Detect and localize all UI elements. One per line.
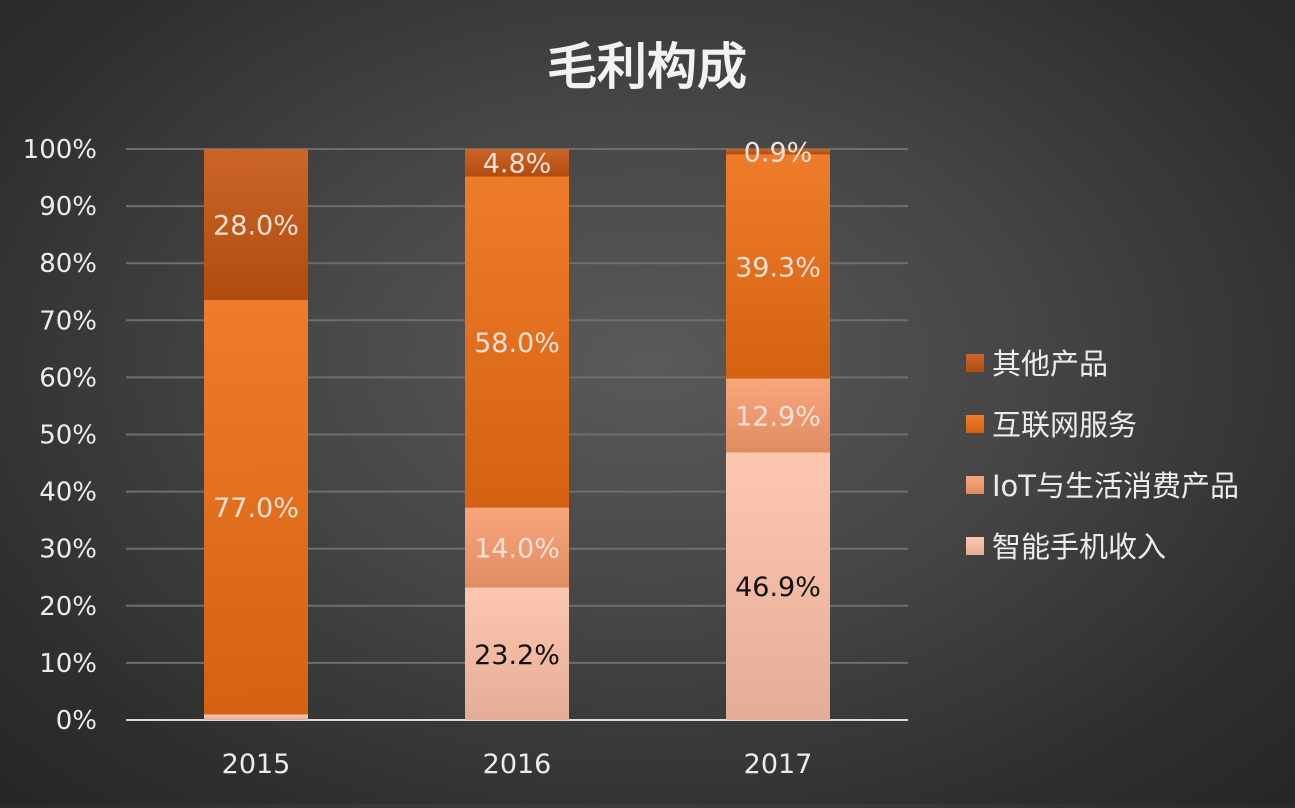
y-tick-label: 50% (39, 421, 97, 451)
bar-segment (726, 154, 830, 379)
y-tick-label: 90% (39, 192, 97, 222)
bars (204, 149, 830, 720)
bar-segment (465, 587, 569, 720)
legend-swatch (966, 476, 984, 494)
y-tick-label: 0% (56, 706, 97, 736)
data-label: 58.0% (474, 328, 560, 359)
legend-swatch (966, 354, 984, 372)
data-labels: 77.0% 28.0% 23.2% 14.0% 58.0% 4.8% 46.9% 12.9% 3… (213, 138, 821, 671)
y-tick-label: 100% (23, 135, 97, 165)
data-label: 12.9% (735, 401, 821, 432)
y-tick-label: 30% (39, 535, 97, 565)
legend-item: 互联网服务 (966, 408, 1137, 442)
data-label: 14.0% (474, 534, 560, 565)
data-label: 4.8% (483, 149, 552, 180)
bar-segment (465, 507, 569, 588)
y-tick-label: 70% (39, 306, 97, 336)
legend-item: 其他产品 (966, 347, 1108, 381)
legend-swatch (966, 415, 984, 433)
bar-segment (204, 714, 308, 720)
data-label: 39.3% (735, 252, 821, 283)
legend-label: 其他产品 (992, 347, 1108, 381)
x-tick-label: 2015 (222, 749, 291, 780)
x-axis-tick-labels: 2015 2016 2017 (222, 749, 813, 780)
y-axis-tick-labels: 0% 10% 20% 30% 40% 50% 60% 70% 80% 90% 100% (23, 135, 97, 736)
bar-segment (204, 149, 308, 300)
x-tick-label: 2016 (483, 749, 552, 780)
data-label: 77.0% (213, 493, 299, 524)
data-label: 28.0% (213, 210, 299, 241)
bar-segment (465, 149, 569, 177)
legend-item: IoT与生活消费产品 (966, 469, 1239, 503)
bar-segment (204, 299, 308, 715)
bar-segment (465, 176, 569, 508)
y-tick-label: 40% (39, 478, 97, 508)
y-tick-label: 20% (39, 592, 97, 622)
chart-title: 毛利构成 (547, 38, 747, 96)
data-label: 46.9% (735, 572, 821, 603)
legend-swatch (966, 537, 984, 555)
bar-segment (726, 149, 830, 155)
legend-label: 智能手机收入 (992, 530, 1166, 564)
bar-segment (726, 452, 830, 720)
data-label: 0.9% (744, 138, 813, 169)
x-tick-label: 2017 (744, 749, 813, 780)
bar-segment (726, 378, 830, 453)
y-tick-label: 10% (39, 649, 97, 679)
legend-label: 互联网服务 (992, 408, 1137, 442)
y-tick-label: 60% (39, 363, 97, 393)
data-label: 23.2% (474, 640, 560, 671)
y-tick-label: 80% (39, 249, 97, 279)
legend-label: IoT与生活消费产品 (992, 469, 1239, 503)
legend-item: 智能手机收入 (966, 530, 1166, 564)
